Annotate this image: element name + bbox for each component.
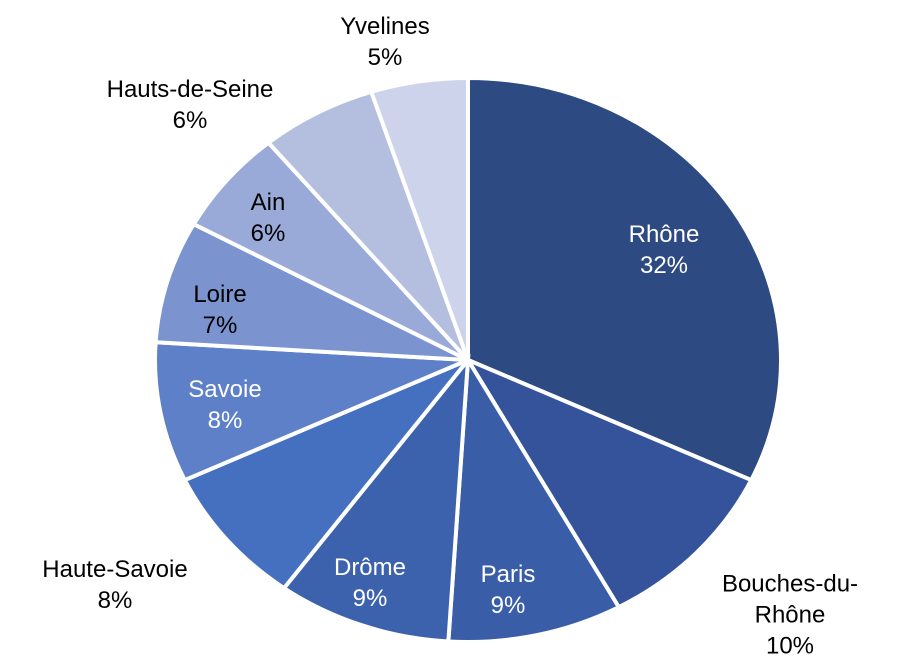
value-label: 6% [172, 107, 208, 134]
category-name: Ain [250, 189, 286, 216]
value-label: 6% [250, 220, 286, 247]
value-label: 9% [490, 592, 526, 619]
pie-slice [190, 140, 470, 362]
category-name: Yvelines [340, 13, 430, 40]
slice-label: Rhône 32% [584, 219, 744, 281]
slice-label: Paris 9% [448, 559, 568, 621]
category-name: Haute-Savoie [42, 556, 188, 583]
pie-slice [368, 75, 470, 361]
slice-label: Yvelines 5% [305, 11, 465, 73]
pie-slice [265, 89, 470, 362]
pie-slice [153, 340, 469, 483]
category-name: Paris [480, 561, 536, 588]
value-label: 7% [202, 312, 238, 339]
category-name: Loire [193, 281, 247, 308]
slice-label: Hauts-de-Seine 6% [75, 74, 305, 136]
value-label: 8% [207, 407, 243, 434]
slice-label: Haute-Savoie 8% [5, 554, 225, 616]
pie-slice [446, 353, 622, 644]
pie-slice [182, 358, 470, 591]
slice-label: Loire 7% [160, 279, 280, 341]
slice-label: Bouches-du-Rhône 10% [695, 569, 885, 662]
slice-label: Ain 6% [208, 187, 328, 249]
value-label: 10% [765, 632, 815, 660]
pie-slice [463, 355, 754, 610]
pie-slice [153, 221, 469, 362]
category-name: Bouches-du-Rhône [721, 570, 859, 629]
pie-slice [466, 75, 783, 483]
value-label: 32% [639, 252, 689, 279]
category-name: Savoie [188, 376, 262, 403]
pie-slice [281, 353, 471, 644]
value-label: 8% [97, 587, 133, 614]
slice-label: Savoie 8% [165, 374, 285, 436]
value-label: 5% [367, 44, 403, 71]
category-name: Drôme [333, 554, 406, 581]
category-name: Rhône [628, 221, 700, 248]
slice-label: Drôme 9% [310, 552, 430, 614]
value-label: 9% [352, 585, 388, 612]
category-name: Hauts-de-Seine [106, 76, 274, 103]
